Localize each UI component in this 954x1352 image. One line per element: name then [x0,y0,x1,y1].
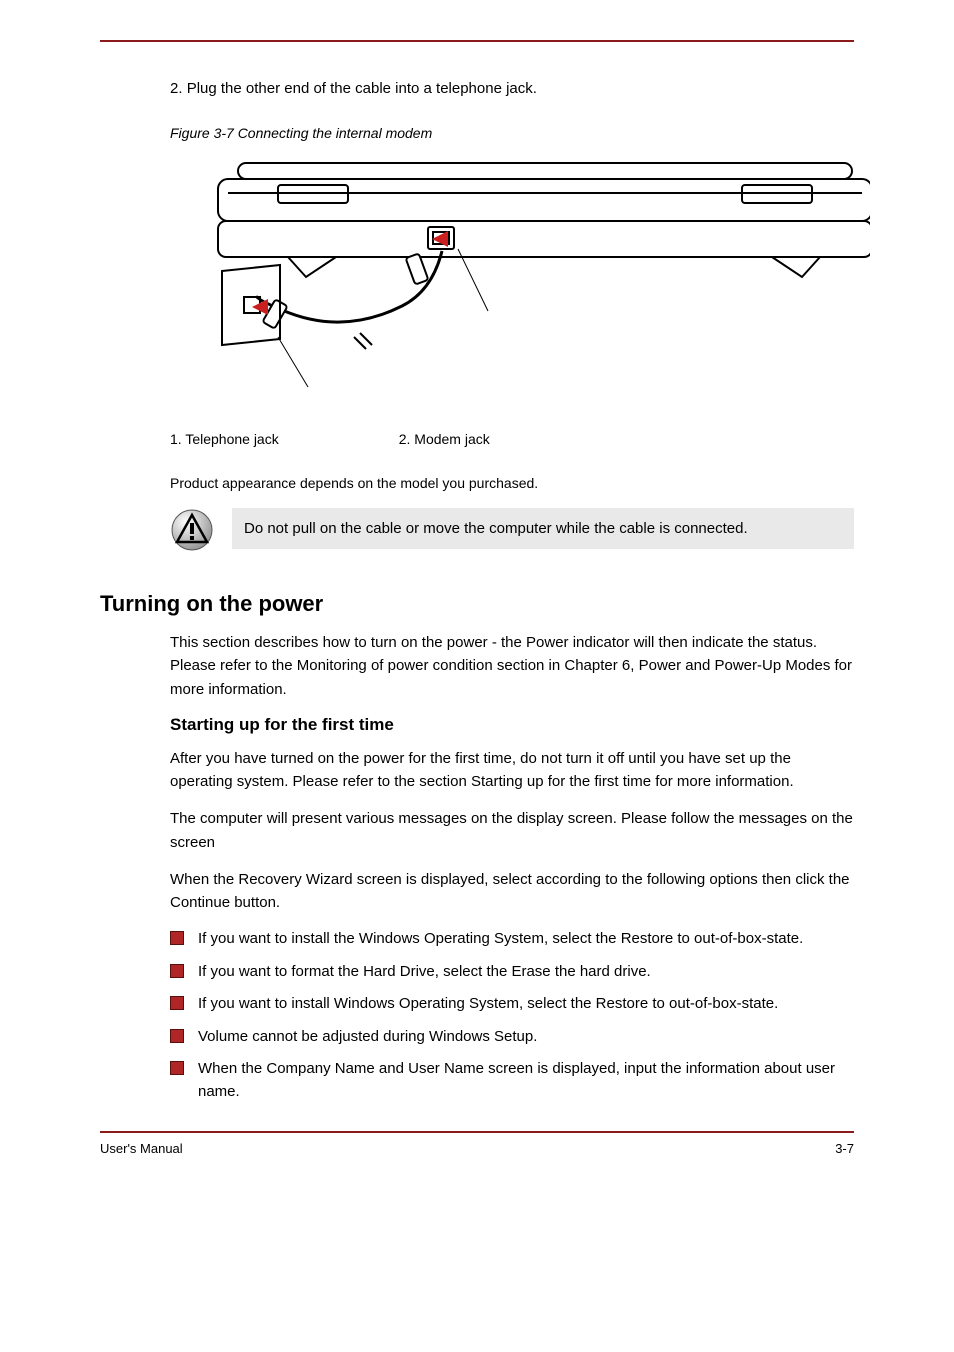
figure-title: Figure 3-7 Connecting the internal modem [170,125,854,141]
figure-legend: 1. Telephone jack 2. Modem jack [170,431,854,447]
section-heading: Turning on the power [100,591,854,617]
list-item-text: When the Company Name and User Name scre… [198,1058,854,1103]
list-item-text: If you want to format the Hard Drive, se… [198,961,651,984]
section-intro: This section describes how to turn on th… [170,631,854,701]
bullet-icon [170,964,184,978]
subsection-heading: Starting up for the first time [170,715,854,735]
bottom-rule [100,1131,854,1133]
bullet-icon [170,1029,184,1043]
caution-block: Do not pull on the cable or move the com… [170,508,854,557]
list-item-text: If you want to install Windows Operating… [198,993,778,1016]
list-item: Volume cannot be adjusted during Windows… [170,1026,854,1049]
footer-right: 3-7 [835,1141,854,1156]
para-1: After you have turned on the power for t… [170,747,854,794]
list-item: If you want to install the Windows Opera… [170,928,854,951]
figure-illustration [170,151,854,411]
page-footer: User's Manual 3-7 [100,1141,854,1156]
bullet-icon [170,931,184,945]
bullet-list: If you want to install the Windows Opera… [170,928,854,1103]
page-root: 2. Plug the other end of the cable into … [0,0,954,1176]
step-line: 2. Plug the other end of the cable into … [170,78,854,101]
legend-left: 1. Telephone jack [170,431,279,447]
para-2: The computer will present various messag… [170,807,854,854]
top-rule [100,40,854,42]
step-number: 2. [170,80,183,97]
list-item: If you want to install Windows Operating… [170,993,854,1016]
list-item-text: If you want to install the Windows Opera… [198,928,803,951]
footer-left: User's Manual [100,1141,183,1156]
content-area: 2. Plug the other end of the cable into … [100,78,854,1103]
bullets-intro: When the Recovery Wizard screen is displ… [170,868,854,915]
list-item-text: Volume cannot be adjusted during Windows… [198,1026,537,1049]
step-text: Plug the other end of the cable into a t… [187,80,537,97]
list-item: When the Company Name and User Name scre… [170,1058,854,1103]
caution-text: Do not pull on the cable or move the com… [232,508,854,549]
warning-icon [170,508,214,557]
bullet-icon [170,1061,184,1075]
legend-right: 2. Modem jack [399,431,490,447]
figure-caption: Product appearance depends on the model … [170,473,854,495]
bullet-icon [170,996,184,1010]
list-item: If you want to format the Hard Drive, se… [170,961,854,984]
